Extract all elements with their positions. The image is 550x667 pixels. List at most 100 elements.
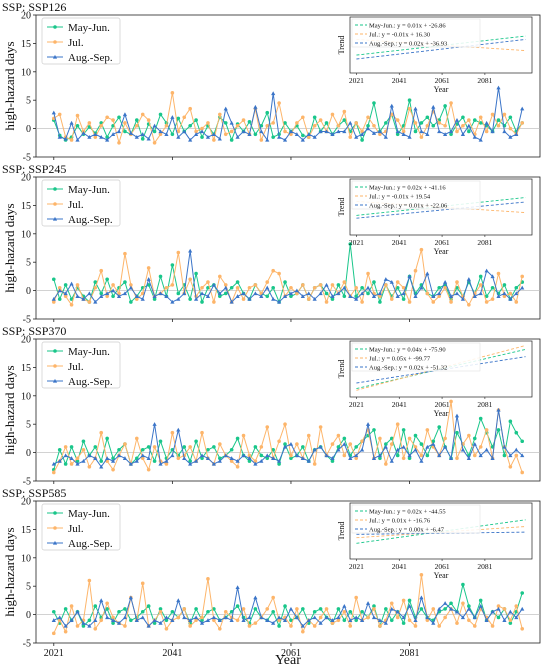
legend-box [41, 179, 121, 227]
data-point [247, 132, 252, 136]
data-point [265, 618, 270, 622]
data-point [282, 137, 288, 142]
data-point [158, 132, 163, 137]
data-point [354, 618, 358, 623]
data-point [318, 444, 323, 449]
data-point [520, 439, 525, 444]
data-point [496, 615, 501, 620]
data-point [496, 604, 501, 608]
data-point [360, 132, 365, 136]
data-point [111, 283, 115, 287]
data-point [472, 436, 477, 441]
data-point [253, 445, 258, 449]
data-point [87, 623, 92, 628]
axes-frame [35, 176, 541, 320]
data-point [152, 621, 157, 625]
data-point [176, 250, 181, 255]
data-point [431, 294, 436, 298]
x-axis-label: Year [275, 653, 301, 667]
data-point [164, 627, 169, 631]
data-point [366, 115, 370, 120]
data-point [401, 285, 406, 290]
data-point [200, 135, 204, 139]
y-tick-label: -5 [23, 153, 31, 164]
data-point [110, 132, 116, 136]
data-point [520, 274, 525, 279]
data-point [324, 300, 329, 304]
data-point [289, 285, 293, 290]
data-point [360, 300, 364, 304]
data-point [407, 98, 412, 102]
data-point [455, 280, 459, 284]
data-point [455, 621, 459, 625]
data-point [502, 129, 507, 134]
data-point [443, 132, 448, 136]
data-point [472, 118, 477, 122]
data-point [342, 109, 347, 114]
data-point [484, 294, 489, 299]
data-point [170, 609, 175, 614]
data-point [117, 609, 121, 614]
data-point [300, 294, 305, 298]
data-point [384, 462, 388, 466]
data-point [134, 459, 139, 463]
data-point [51, 110, 56, 115]
data-point [448, 129, 454, 134]
trend-line-2 [356, 201, 526, 219]
data-point [478, 274, 483, 279]
data-point [401, 291, 406, 296]
inset-y-label: Trend [337, 198, 346, 217]
data-point [413, 294, 418, 298]
data-point [407, 300, 412, 304]
data-point [395, 118, 400, 122]
data-point [69, 618, 74, 622]
series-line-2 [53, 587, 523, 627]
data-point [324, 121, 329, 125]
data-point [116, 129, 122, 134]
data-point [265, 285, 270, 290]
inset-x-tick-label: 2061 [435, 400, 450, 409]
data-point [99, 291, 104, 296]
data-point [425, 271, 430, 276]
data-point [99, 294, 104, 298]
data-point [212, 300, 216, 304]
data-point [360, 138, 364, 142]
data-point [312, 285, 317, 290]
data-point [443, 607, 447, 611]
data-point [247, 285, 252, 290]
data-point [520, 285, 525, 290]
data-point [454, 117, 460, 122]
y-tick-label: 20 [21, 497, 31, 508]
data-point [105, 601, 109, 606]
data-point [324, 607, 329, 611]
legend-marker [53, 511, 57, 515]
data-point [182, 115, 187, 120]
inset-legend-box [351, 504, 481, 534]
data-point [99, 459, 104, 463]
data-point [478, 603, 483, 608]
data-point [259, 129, 264, 134]
axes-frame [35, 338, 541, 482]
data-point [69, 303, 74, 307]
data-point [259, 615, 264, 620]
data-point [152, 294, 157, 298]
data-point [354, 297, 359, 301]
data-point [496, 85, 501, 90]
data-point [87, 618, 92, 623]
inset-x-tick-label: 2041 [392, 76, 407, 85]
data-point [265, 110, 270, 115]
data-point [158, 291, 163, 296]
y-tick-label: -5 [23, 477, 31, 488]
data-point [389, 436, 394, 441]
data-point [188, 248, 193, 253]
data-point [200, 285, 204, 290]
data-point [223, 615, 228, 620]
data-point [229, 618, 234, 622]
data-point [188, 618, 193, 622]
data-point [437, 129, 442, 134]
data-point [122, 291, 128, 296]
data-point [265, 453, 270, 458]
data-point [443, 123, 447, 128]
data-point [478, 121, 483, 125]
data-point [484, 618, 489, 622]
